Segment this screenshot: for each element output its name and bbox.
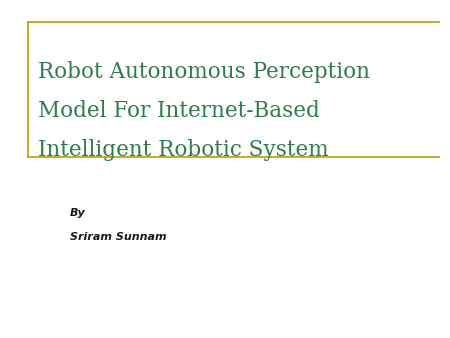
Text: Intelligent Robotic System: Intelligent Robotic System bbox=[38, 139, 329, 161]
Text: Model For Internet-Based: Model For Internet-Based bbox=[38, 100, 320, 122]
Text: Sriram Sunnam: Sriram Sunnam bbox=[70, 232, 166, 242]
Text: By: By bbox=[70, 208, 86, 218]
Text: Robot Autonomous Perception: Robot Autonomous Perception bbox=[38, 61, 370, 83]
